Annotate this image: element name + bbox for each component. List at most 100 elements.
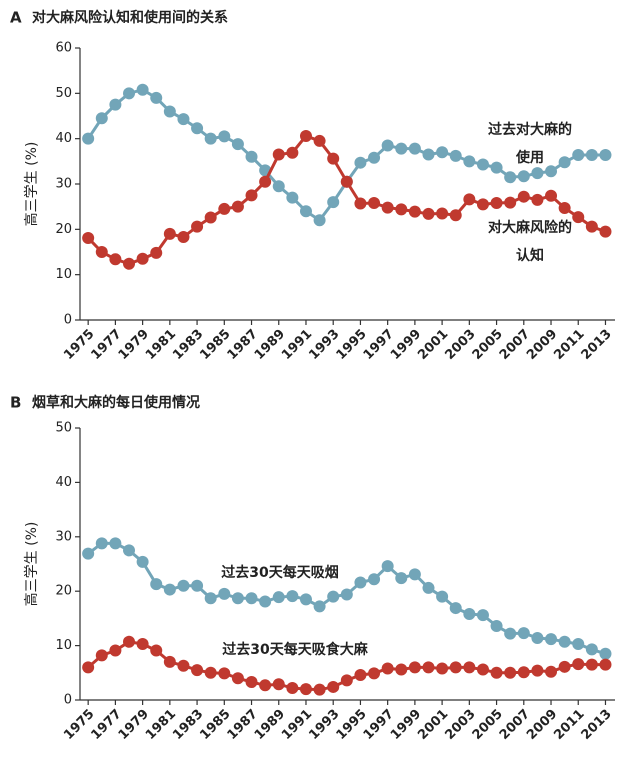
x-tick-label: 1983 — [170, 707, 206, 743]
x-tick-label: 2011 — [551, 327, 587, 363]
data-point — [490, 161, 503, 174]
data-point — [245, 150, 258, 163]
x-tick-label: 1977 — [89, 707, 125, 743]
x-tick-label: 2001 — [415, 707, 451, 743]
data-point — [408, 142, 421, 155]
data-point — [504, 666, 517, 679]
x-tick-label: 1989 — [252, 327, 288, 363]
annotation: 认知 — [516, 247, 544, 264]
data-point — [299, 683, 312, 696]
x-tick-label: 2009 — [524, 327, 560, 363]
data-point — [95, 246, 108, 258]
data-point — [136, 637, 149, 650]
x-tick-label: 2013 — [579, 327, 615, 363]
data-point — [82, 547, 95, 560]
data-point — [436, 207, 449, 220]
data-point — [109, 98, 122, 111]
data-point — [150, 644, 163, 657]
x-tick-label: 1991 — [279, 327, 315, 363]
data-point — [109, 253, 122, 266]
data-point — [463, 155, 476, 168]
data-point — [286, 146, 299, 159]
x-tick-label: 1985 — [197, 707, 233, 743]
data-point — [272, 591, 285, 604]
y-tick-label: 60 — [55, 41, 72, 56]
data-point — [82, 661, 95, 674]
data-point — [585, 643, 598, 656]
data-point — [163, 583, 176, 596]
data-point — [504, 196, 517, 209]
data-point — [368, 197, 381, 210]
data-point — [299, 129, 312, 142]
data-point — [476, 663, 489, 676]
data-point — [422, 661, 435, 674]
data-point — [123, 635, 136, 648]
data-point — [340, 588, 353, 601]
data-point — [408, 661, 421, 674]
data-point — [517, 190, 530, 203]
data-point — [163, 655, 176, 668]
x-tick-label: 1989 — [252, 707, 288, 743]
data-point — [354, 668, 367, 681]
data-point — [395, 663, 408, 676]
data-point — [299, 205, 312, 218]
x-tick-label: 2005 — [470, 327, 506, 363]
data-point — [150, 578, 163, 591]
x-tick-label: 2009 — [524, 707, 560, 743]
data-point — [95, 537, 108, 550]
data-point — [136, 252, 149, 265]
data-point — [531, 193, 544, 206]
data-point — [368, 573, 381, 586]
annotation: 过去30天每天吸食大麻 — [222, 641, 368, 658]
y-tick-label: 0 — [64, 313, 72, 328]
data-point — [585, 148, 598, 161]
data-point — [286, 682, 299, 695]
y-tick-label: 20 — [55, 584, 72, 599]
data-point — [327, 152, 340, 165]
data-point — [327, 590, 340, 603]
data-point — [490, 197, 503, 210]
data-point — [381, 201, 394, 214]
data-point — [191, 579, 204, 592]
data-point — [354, 156, 367, 169]
data-point — [476, 198, 489, 211]
data-point — [422, 207, 435, 220]
data-point — [259, 175, 272, 188]
annotation: 使用 — [515, 149, 544, 166]
y-tick-label: 50 — [55, 86, 72, 101]
data-point — [572, 637, 585, 650]
data-point — [313, 600, 326, 613]
annotation: 过去30天每天吸烟 — [221, 564, 338, 581]
data-point — [558, 202, 571, 215]
x-tick-label: 1979 — [116, 707, 152, 743]
data-point — [422, 148, 435, 161]
x-tick-label: 1975 — [61, 707, 97, 743]
data-point — [82, 231, 95, 244]
data-point — [531, 167, 544, 180]
data-point — [558, 660, 571, 673]
x-tick-label: 1995 — [334, 707, 370, 743]
x-tick-label: 1993 — [306, 327, 342, 363]
data-point — [463, 661, 476, 674]
data-point — [599, 647, 612, 660]
y-tick-label: 30 — [55, 529, 72, 544]
data-point — [150, 246, 163, 259]
annotation: 过去对大麻的 — [488, 121, 572, 138]
data-point — [395, 203, 408, 216]
y-axis-label: 高三学生 (%) — [23, 142, 40, 227]
data-point — [490, 620, 503, 633]
panel-label: A — [10, 9, 22, 27]
data-point — [463, 193, 476, 206]
x-tick-label: 1985 — [197, 327, 233, 363]
x-tick-label: 1993 — [306, 707, 342, 743]
data-point — [259, 595, 272, 608]
y-tick-label: 20 — [55, 222, 72, 237]
data-point — [177, 113, 190, 126]
data-point — [123, 257, 136, 270]
y-tick-label: 0 — [64, 693, 72, 708]
data-point — [136, 555, 149, 568]
data-point — [136, 83, 149, 96]
data-point — [436, 146, 449, 159]
x-tick-label: 2007 — [497, 327, 533, 363]
data-point — [531, 664, 544, 677]
